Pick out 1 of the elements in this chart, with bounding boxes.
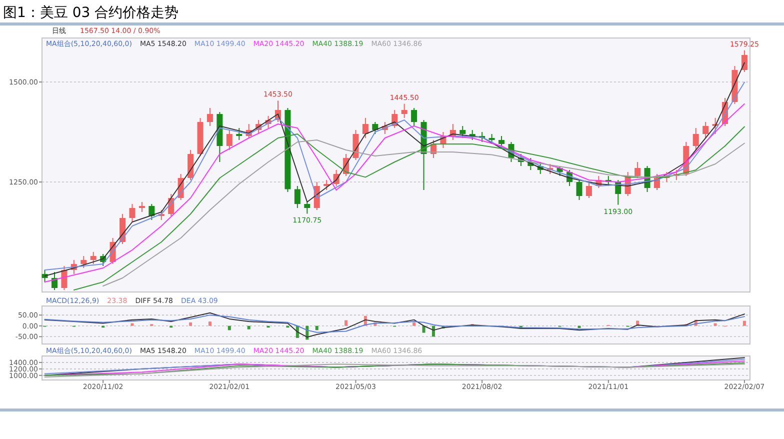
chart-title: 图1：美豆 03 合约价格走势: [3, 5, 179, 21]
